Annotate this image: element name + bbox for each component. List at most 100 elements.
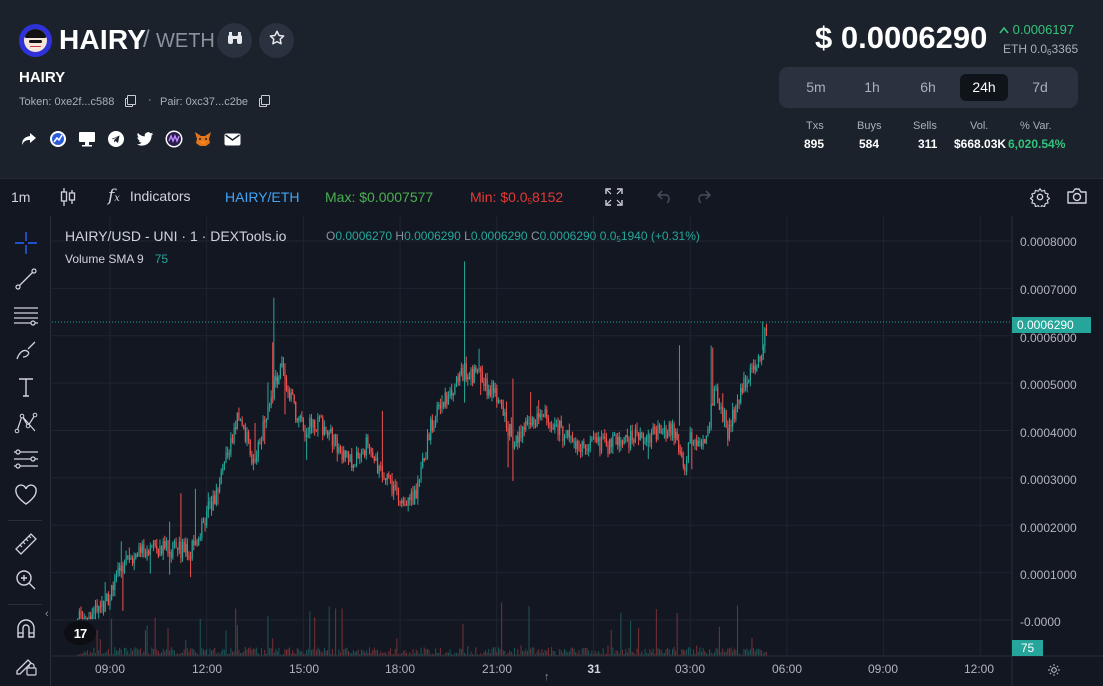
- timeframe-1h[interactable]: 1h: [864, 79, 880, 95]
- volume-bar: [259, 654, 261, 656]
- timeframe-5m[interactable]: 5m: [806, 79, 826, 95]
- high-label: H: [395, 229, 405, 243]
- fullscreen-icon[interactable]: [605, 188, 623, 209]
- pair-address[interactable]: Pair: 0xc37...c2be: [160, 94, 271, 108]
- ruler-icon[interactable]: [13, 531, 39, 557]
- interval-button[interactable]: 1m: [11, 189, 31, 205]
- website-icon[interactable]: [78, 130, 96, 148]
- volume-bar: [539, 653, 541, 656]
- candle-body: [513, 445, 516, 448]
- volume-bar: [272, 638, 274, 656]
- candle-body: [85, 618, 87, 620]
- pair-label[interactable]: HAIRY/ETH: [225, 189, 300, 205]
- price-chart[interactable]: HAIRY/USD - UNI · 1 · DEXTools.io O0.000…: [52, 216, 1103, 686]
- scroll-up-arrow-icon[interactable]: ↑: [544, 671, 550, 683]
- settings-gear-icon[interactable]: [1029, 187, 1051, 210]
- timeframe-24h[interactable]: 24h: [960, 74, 1008, 101]
- timeframe-6h[interactable]: 6h: [920, 79, 936, 95]
- volume-bar: [322, 652, 324, 656]
- volume-bar: [662, 653, 664, 656]
- compare-button[interactable]: [217, 23, 252, 58]
- heart-icon[interactable]: [13, 482, 39, 508]
- email-icon[interactable]: [223, 130, 241, 148]
- volume-bar: [404, 650, 406, 656]
- lock-drawing-icon[interactable]: [13, 652, 39, 678]
- stat-buys-label: Buys: [857, 120, 882, 132]
- magnet-icon[interactable]: [13, 616, 39, 642]
- volume-bar: [504, 650, 506, 656]
- cmc-icon[interactable]: [165, 130, 183, 148]
- candle-body: [227, 452, 229, 455]
- fib-retracement-icon[interactable]: [13, 302, 39, 328]
- volume-bar: [443, 654, 445, 656]
- undo-icon[interactable]: [657, 189, 673, 206]
- volume-bar: [594, 650, 596, 656]
- volume-bar: [560, 650, 562, 656]
- chart-canvas[interactable]: [52, 216, 1103, 686]
- volume-bar: [546, 650, 548, 656]
- volume-bar: [275, 649, 277, 656]
- token-address[interactable]: Token: 0xe2f...c588: [19, 94, 137, 108]
- volume-bar: [615, 650, 617, 656]
- copy-icon[interactable]: [125, 94, 137, 107]
- candle-body: [736, 399, 739, 407]
- metamask-icon[interactable]: [194, 130, 212, 148]
- trend-line-icon[interactable]: [13, 266, 39, 292]
- candle-body: [765, 328, 768, 332]
- chart-logo-icon[interactable]: [49, 130, 67, 148]
- candle-body: [127, 556, 129, 558]
- volume-bar: [728, 648, 730, 656]
- indicators-button[interactable]: fx Indicators: [108, 186, 191, 206]
- candle-body: [623, 437, 625, 444]
- axis-settings-icon[interactable]: [1047, 663, 1061, 682]
- candle-body: [82, 617, 84, 620]
- candle-body: [156, 545, 158, 550]
- volume-bar: [414, 653, 416, 656]
- volume-bar: [314, 617, 316, 656]
- text-tool-icon[interactable]: [13, 374, 39, 400]
- pattern-icon[interactable]: [13, 410, 39, 436]
- volume-bar: [341, 608, 343, 656]
- candle-body: [468, 377, 471, 379]
- volume-bar: [451, 653, 453, 656]
- candle-body: [383, 476, 385, 479]
- volume-bar: [233, 651, 235, 656]
- favorite-button[interactable]: [259, 23, 294, 58]
- candle-body: [654, 426, 656, 430]
- redo-icon[interactable]: [695, 189, 711, 206]
- brush-icon[interactable]: [13, 338, 39, 364]
- candle-body: [135, 554, 137, 559]
- volume-bar: [689, 647, 691, 656]
- camera-icon[interactable]: [1066, 187, 1088, 208]
- candle-body: [352, 464, 354, 468]
- collapse-toolbar-icon[interactable]: ‹: [45, 608, 49, 620]
- candle-body: [136, 554, 138, 557]
- candle-body: [473, 366, 475, 384]
- volume-bar: [359, 654, 361, 656]
- volume-bar: [717, 648, 719, 656]
- volume-bar: [646, 652, 648, 656]
- candle-body: [152, 540, 155, 546]
- volume-bar: [148, 653, 150, 656]
- volume-bar: [182, 652, 184, 656]
- tradingview-logo[interactable]: 17: [64, 621, 96, 645]
- y-tick-label: 0.0003000: [1020, 473, 1077, 487]
- volume-bar: [639, 653, 641, 656]
- telegram-icon[interactable]: [107, 130, 125, 148]
- candles-icon[interactable]: [60, 187, 76, 210]
- volume-bar: [368, 647, 370, 656]
- crosshair-icon[interactable]: [13, 230, 39, 256]
- prediction-icon[interactable]: [13, 446, 39, 472]
- volume-bar: [576, 653, 578, 656]
- volume-bar: [502, 650, 504, 656]
- timeframe-7d[interactable]: 7d: [1032, 79, 1048, 95]
- volume-bar: [199, 618, 201, 656]
- x-tick-label: 21:00: [481, 662, 513, 676]
- zoom-in-icon[interactable]: [13, 567, 39, 593]
- candle-body: [684, 466, 686, 472]
- copy-icon[interactable]: [259, 94, 271, 107]
- twitter-icon[interactable]: [136, 130, 154, 148]
- share-icon[interactable]: [20, 130, 38, 148]
- candle-body: [214, 495, 216, 504]
- volume-bar: [406, 652, 408, 656]
